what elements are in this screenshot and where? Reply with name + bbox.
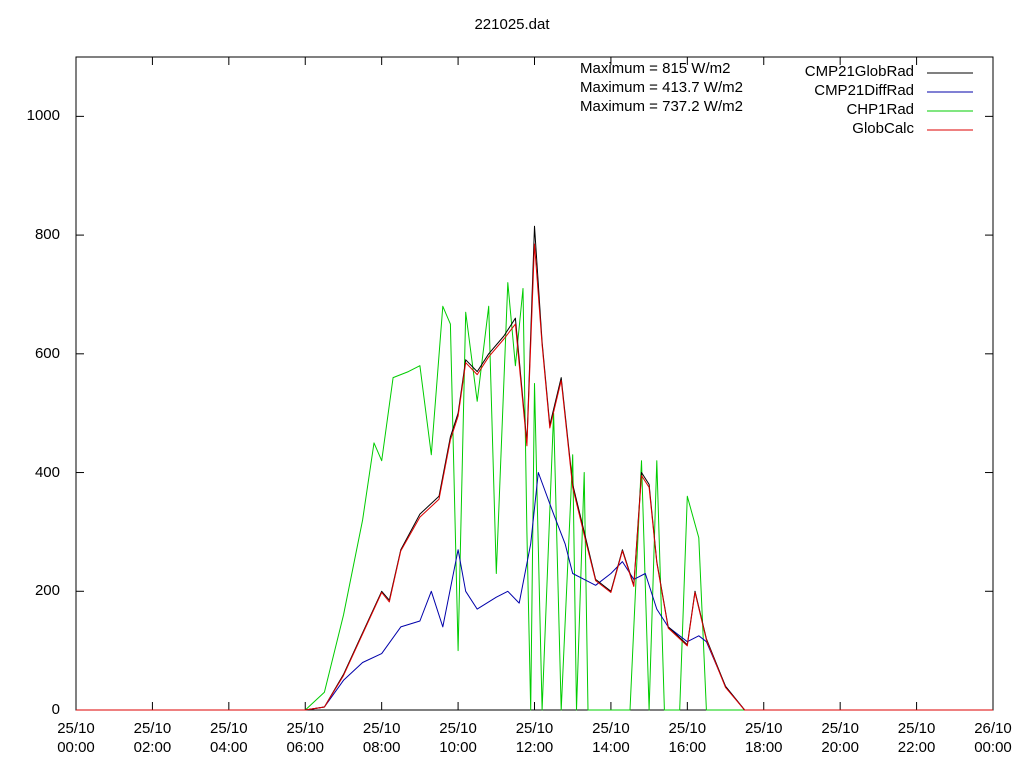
series-line-CMP21GlobRad [76, 225, 993, 711]
axis-ticks [75, 57, 994, 711]
x-tick-time: 14:00 [592, 739, 630, 756]
max-annotation: Maximum = 737.2 W/m2 [580, 98, 743, 115]
x-tick-label: 25/10 10:00 [418, 719, 498, 757]
x-tick-time: 16:00 [668, 739, 707, 756]
x-tick-time: 00:00 [57, 739, 95, 756]
x-tick-date: 25/10 [897, 720, 936, 737]
max-annotation: Maximum = 413.7 W/m2 [580, 79, 743, 96]
x-tick-label: 25/10 14:00 [571, 719, 651, 757]
x-tick-date: 25/10 [515, 720, 554, 737]
x-tick-time: 10:00 [439, 739, 477, 756]
x-tick-label: 25/10 04:00 [189, 719, 269, 757]
x-tick-label: 26/10 00:00 [953, 719, 1024, 757]
max-annotation: Maximum = 815 W/m2 [580, 60, 731, 77]
x-tick-time: 08:00 [362, 739, 401, 756]
x-tick-time: 02:00 [133, 739, 172, 756]
y-tick-label: 600 [34, 344, 60, 362]
x-tick-label: 25/10 02:00 [112, 719, 192, 757]
x-tick-date: 25/10 [439, 720, 477, 737]
x-tick-label: 25/10 08:00 [342, 719, 422, 757]
y-tick-label: 200 [34, 582, 60, 600]
x-tick-time: 04:00 [210, 739, 248, 756]
x-tick-date: 26/10 [974, 720, 1012, 737]
y-tick-label: 1000 [26, 107, 60, 125]
legend-label: CMP21DiffRad [814, 82, 914, 99]
y-tick-label: 0 [51, 701, 60, 718]
legend-label: CMP21GlobRad [804, 63, 914, 80]
y-tick-label: 400 [34, 463, 60, 481]
x-tick-date: 25/10 [668, 720, 707, 737]
x-tick-date: 25/10 [210, 720, 248, 737]
series-line-CMP21DiffRad [76, 472, 993, 711]
legend-label: GlobCalc [852, 120, 914, 137]
x-tick-time: 18:00 [744, 739, 783, 756]
x-tick-date: 25/10 [592, 720, 630, 737]
x-tick-date: 25/10 [821, 720, 859, 737]
x-tick-label: 25/10 12:00 [495, 719, 575, 757]
x-tick-label: 25/10 06:00 [265, 719, 345, 757]
x-tick-date: 25/10 [57, 720, 95, 737]
x-tick-date: 25/10 [744, 720, 783, 737]
x-tick-label: 25/10 16:00 [647, 719, 727, 757]
x-tick-date: 25/10 [286, 720, 325, 737]
x-tick-label: 25/10 00:00 [36, 719, 116, 757]
series-lines [76, 225, 993, 711]
y-tick-label: 800 [34, 226, 60, 244]
x-tick-time: 12:00 [515, 739, 554, 756]
x-tick-time: 06:00 [286, 739, 325, 756]
x-tick-label: 25/10 22:00 [877, 719, 957, 757]
x-tick-date: 25/10 [133, 720, 172, 737]
series-line-GlobCalc [76, 243, 993, 711]
x-tick-label: 25/10 20:00 [800, 719, 880, 757]
x-tick-time: 22:00 [897, 739, 936, 756]
x-tick-time: 00:00 [974, 739, 1012, 756]
legend-swatches [927, 72, 973, 131]
series-line-CHP1Rad [76, 282, 993, 711]
chart-title: 221025.dat [474, 16, 550, 33]
x-tick-label: 25/10 18:00 [724, 719, 804, 757]
x-tick-time: 20:00 [821, 739, 859, 756]
legend-label: CHP1Rad [846, 101, 914, 118]
x-tick-date: 25/10 [362, 720, 401, 737]
